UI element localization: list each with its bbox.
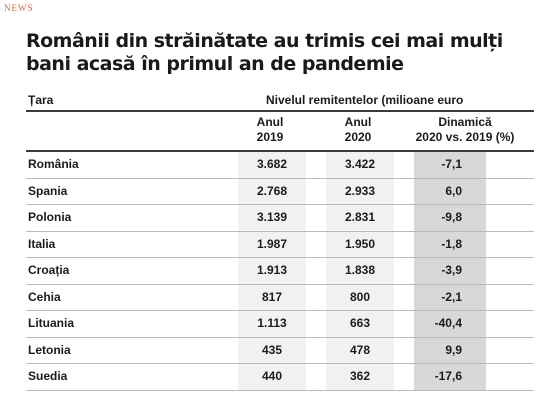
dynamic-cell: -7,1 [414,152,486,178]
table-row: Italia 1.987 1.950 -1,8 [26,231,534,258]
value-2020-cell: 663 [326,311,394,337]
value-2020-cell: 478 [326,337,394,363]
country-cell: Suedia [28,369,68,383]
table-row: Suedia 440 362 -17,6 [26,364,534,391]
table-row: Letonia 435 478 9,9 [26,337,534,364]
value-2019-cell: 1.913 [238,258,306,284]
column-header-2019-line1: Anul [256,115,284,129]
country-cell: Italia [28,236,56,251]
value-2020-cell: 1.950 [326,231,394,257]
value-2019-cell: 440 [238,364,306,390]
value-2020-cell: 362 [326,364,394,390]
country-column-header: Țara [28,93,54,107]
dynamic-cell: -40,4 [414,311,486,337]
table-header-columns: Anul 2019 Anul 2020 Dinamică 2020 vs. 20… [26,112,534,152]
column-header-2020: Anul 2020 [322,115,394,145]
table-row: România 3.682 3.422 -7,1 [26,152,534,179]
value-2019-cell: 817 [238,284,306,310]
chart-title: Românii din străinătate au trimis cei ma… [26,30,546,76]
column-header-2020-line1: Anul [344,115,372,129]
title-line-1: Românii din străinătate au trimis cei ma… [26,30,503,52]
value-2019-cell: 3.682 [238,152,306,178]
column-header-2019: Anul 2019 [234,115,306,145]
dynamic-cell: -1,8 [414,231,486,257]
value-2020-cell: 2.831 [326,205,394,231]
table-header-top: Țara Nivelul remitentelor (milioane euro [26,92,534,112]
value-2020-cell: 3.422 [326,152,394,178]
dynamic-cell: -17,6 [414,364,486,390]
table-row: Cehia 817 800 -2,1 [26,284,534,311]
value-2019-cell: 2.768 [238,178,306,204]
country-cell: Spania [28,183,68,198]
value-2020-cell: 800 [326,284,394,310]
country-cell: Croația [28,263,70,277]
country-cell: Lituania [28,316,75,330]
value-2019-cell: 1.113 [238,311,306,337]
value-2020-cell: 1.838 [326,258,394,284]
table-row: Croația 1.913 1.838 -3,9 [26,258,534,285]
column-header-2019-line2: 2019 [256,130,284,144]
dynamic-cell: 9,9 [414,337,486,363]
table-row: Spania 2.768 2.933 6,0 [26,178,534,205]
column-header-dynamic-line2: 2020 vs. 2019 (%) [415,130,515,144]
remittance-group-header: Nivelul remitentelor (milioane euro [266,93,464,107]
country-cell: Letonia [28,342,71,357]
column-header-dynamic-line1: Dinamică [438,115,492,129]
dynamic-cell: -2,1 [414,284,486,310]
country-cell: Polonia [28,210,72,224]
value-2020-cell: 2.933 [326,178,394,204]
dynamic-cell: -9,8 [414,205,486,231]
table-row: Lituania 1.113 663 -40,4 [26,311,534,338]
table-row: Polonia 3.139 2.831 -9,8 [26,205,534,232]
remittance-table: Țara Nivelul remitentelor (milioane euro… [26,92,534,391]
source-tag: NEWS [4,3,34,13]
dynamic-cell: -3,9 [414,258,486,284]
country-cell: Cehia [28,289,61,304]
column-header-2020-line2: 2020 [344,130,372,144]
value-2019-cell: 1.987 [238,231,306,257]
value-2019-cell: 3.139 [238,205,306,231]
value-2019-cell: 435 [238,337,306,363]
table-body: România 3.682 3.422 -7,1 Spania 2.768 2.933 6,0… [26,152,534,391]
dynamic-cell: 6,0 [414,178,486,204]
column-header-dynamic: Dinamică 2020 vs. 2019 (%) [398,115,532,145]
title-line-2: bani acasă în primul an de pandemie [26,53,404,75]
country-cell: România [28,157,79,171]
